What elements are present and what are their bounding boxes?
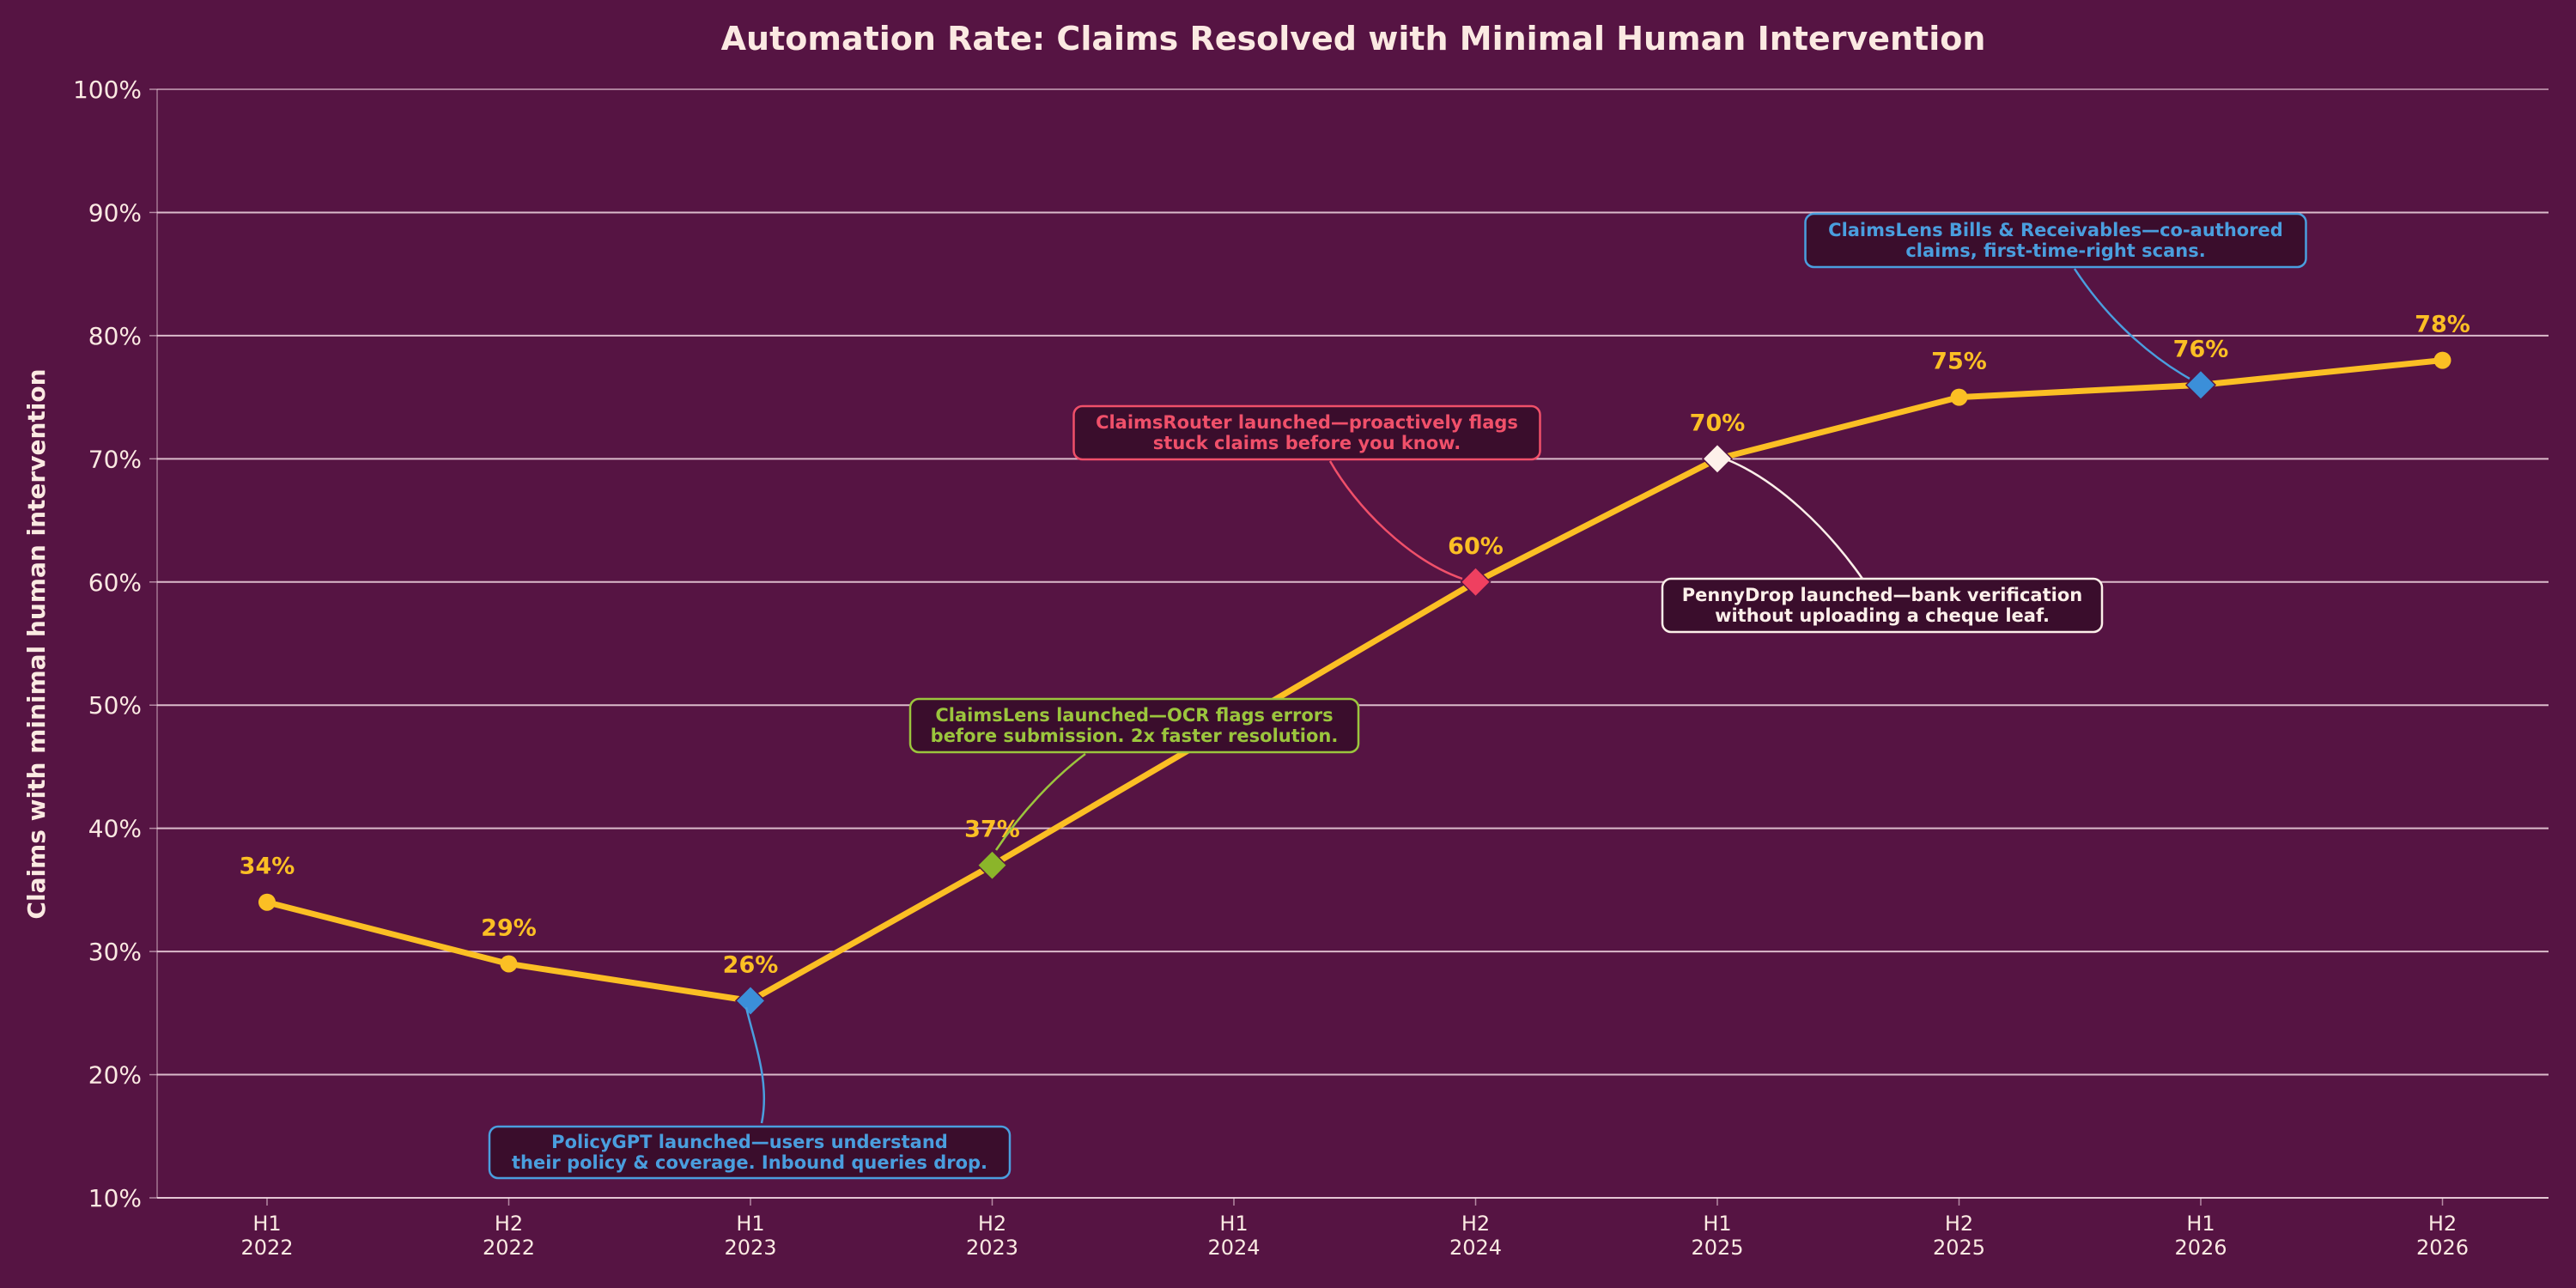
annotation-connector [2073,268,2190,380]
data-label: 26% [723,951,779,978]
y-tick-label: 10% [88,1184,142,1212]
annotation-text: PennyDrop launched—bank verification with… [1682,585,2082,626]
data-point-marker [2184,369,2217,401]
y-tick-label: 70% [88,445,142,473]
annotation-box [1661,577,2104,634]
data-label: 70% [1690,410,1746,436]
x-tick-label: H2 2025 [1933,1212,1985,1260]
annotations: PolicyGPT launched—users understand their… [488,212,2307,1180]
data-label: 78% [2415,312,2470,338]
y-tick-label: 60% [88,568,142,597]
data-point-marker [2433,351,2451,369]
data-point-marker [500,955,518,973]
data-label: 75% [1931,349,1987,375]
data-point-marker [734,985,767,1017]
annotation-text: ClaimsRouter launched—proactively flags s… [1096,412,1518,453]
y-tick-label: 20% [88,1061,142,1090]
data-point-marker [258,893,276,911]
annotation-box [1804,212,2307,269]
data-label: 60% [1448,533,1504,560]
x-tick-label: H1 2025 [1691,1212,1743,1260]
y-tick-label: 40% [88,815,142,843]
data-point-marker [1950,388,1968,406]
annotation: ClaimsLens Bills & Receivables—co-author… [1804,212,2307,380]
x-tick-label: H2 2026 [2416,1212,2469,1260]
tick-labels: 10% 20% 30% 40% 50% 60% 70% 80% 90% 100% H1 2022 H2 2… [73,76,2469,1260]
annotation-connector [744,1006,766,1124]
annotation-text: PolicyGPT launched—users understand their… [512,1132,987,1173]
data-point-marker [1701,443,1734,475]
annotation-connector [1328,460,1463,580]
annotation: PolicyGPT launched—users understand their… [488,1006,1012,1180]
axes [149,88,2549,1206]
x-tick-label: H1 2023 [724,1212,776,1260]
annotation-box [1072,404,1541,461]
series: 34%29%26%37%60%70%75% 76%78% [240,312,2470,1017]
x-tick-label: H2 2023 [966,1212,1018,1260]
annotation: ClaimsRouter launched—proactively flags s… [1072,404,1541,580]
data-label: 76% [2173,336,2229,362]
x-tick-label: H2 2022 [483,1212,535,1260]
annotation-text: ClaimsLens launched—OCR flags errors befo… [931,705,1339,746]
annotation: PennyDrop launched—bank verification with… [1661,457,2104,634]
chart-title: Automation Rate: Claims Resolved with Mi… [721,20,1986,58]
data-label: 34% [240,854,295,880]
annotation-connector [1723,457,1864,580]
data-point-marker [1460,566,1492,598]
y-axis-label: Claims with minimal human intervention [22,368,51,919]
y-tick-label: 80% [88,322,142,350]
x-tick-label: H2 2024 [1449,1212,1502,1260]
annotation-text: ClaimsLens Bills & Receivables—co-author… [1828,220,2283,261]
annotation-box [488,1125,1012,1180]
y-tick-label: 100% [73,76,142,104]
x-tick-label: H1 2024 [1207,1212,1260,1260]
data-point-marker [976,849,1008,881]
x-tick-label: H1 2026 [2174,1212,2227,1260]
y-tick-label: 90% [88,198,142,227]
y-tick-label: 50% [88,691,142,720]
annotation-connector [994,753,1086,851]
x-tick-label: H1 2022 [240,1212,293,1260]
annotation-box [908,697,1360,754]
annotation: ClaimsLens launched—OCR flags errors befo… [908,697,1360,851]
data-label: 29% [481,914,537,941]
y-tick-label: 30% [88,938,142,966]
